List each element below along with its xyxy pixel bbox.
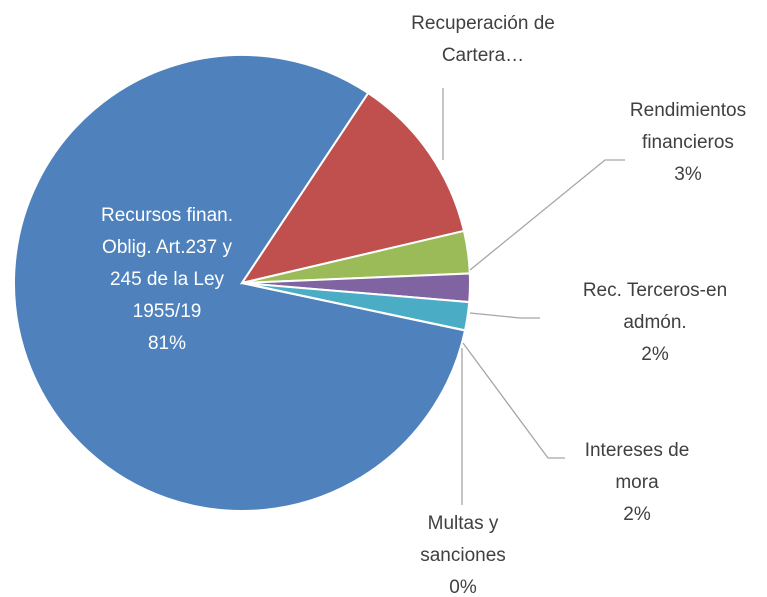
data-label: Recursos finan. Oblig. Art.237 y 245 de … xyxy=(97,200,237,360)
pie-slice xyxy=(13,54,467,512)
pie-slice xyxy=(239,91,466,285)
data-label: Rec. Terceros-en admón. 2% xyxy=(550,275,760,371)
value-label: 3% xyxy=(674,164,702,185)
data-label: Rendimientos financieros 3% xyxy=(603,95,767,191)
leader-line xyxy=(462,342,565,459)
value-label: 0% xyxy=(449,577,477,597)
value-label: 2% xyxy=(623,504,651,525)
category-label: Recuperación de Cartera… xyxy=(411,13,555,66)
leader-line xyxy=(469,159,625,271)
data-label: Recuperación de Cartera… xyxy=(398,8,568,72)
category-label: Recursos finan. Oblig. Art.237 y 245 de … xyxy=(100,205,233,322)
data-label: Multas y sanciones 0% xyxy=(398,508,528,597)
category-label: Rendimientos financieros xyxy=(629,100,747,153)
category-label: Rec. Terceros-en admón. xyxy=(582,280,728,333)
value-label: 2% xyxy=(641,344,669,365)
category-label: Multas y sanciones xyxy=(420,513,506,566)
value-label: 81% xyxy=(147,333,187,354)
category-label: Intereses de mora xyxy=(584,440,690,493)
data-label: Intereses de mora 2% xyxy=(562,435,712,531)
leader-line xyxy=(469,312,540,319)
